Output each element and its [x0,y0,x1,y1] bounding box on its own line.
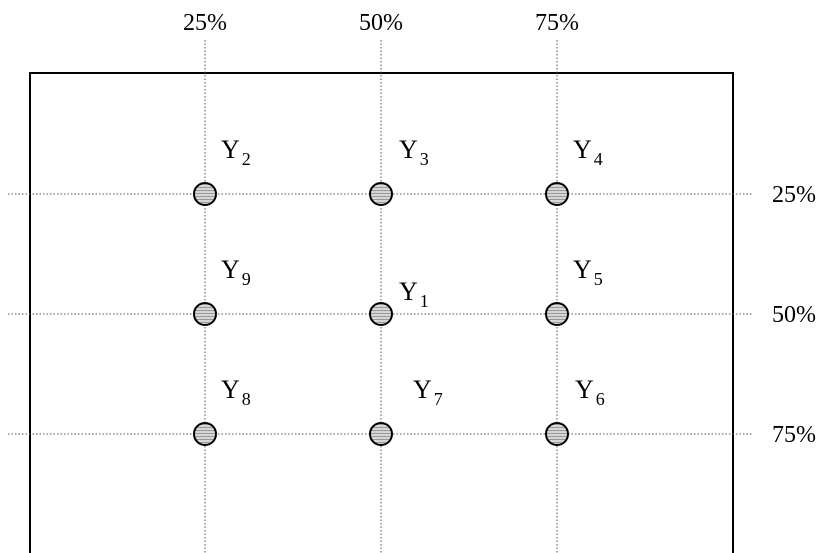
top-label-75: 75% [535,10,579,36]
point-marker-y5 [545,302,569,326]
point-label-letter: Y [575,375,594,404]
top-label-25: 25% [183,10,227,36]
right-label-75: 75% [772,422,816,448]
point-label-letter: Y [573,135,592,164]
point-label-subscript: 1 [420,291,429,311]
point-label-subscript: 3 [420,149,429,169]
point-label-letter: Y [221,255,240,284]
point-marker-y7 [369,422,393,446]
point-label-subscript: 8 [242,389,251,409]
point-label-subscript: 7 [434,389,443,409]
point-label-letter: Y [221,375,240,404]
point-label-letter: Y [413,375,432,404]
point-label-letter: Y [399,135,418,164]
point-label-letter: Y [221,135,240,164]
right-label-50: 50% [772,302,816,328]
top-label-50: 50% [359,10,403,36]
point-marker-y2 [193,182,217,206]
point-marker-y1 [369,302,393,326]
point-label-subscript: 5 [594,269,603,289]
point-marker-y3 [369,182,393,206]
point-marker-y6 [545,422,569,446]
sample-points: Y 2 Y 3 Y 4Y 9 Y 1Y 5Y 8 Y 7 Y 6 [193,135,605,446]
point-label-subscript: 6 [596,389,605,409]
point-label-subscript: 9 [242,269,251,289]
point-label-letter: Y [399,277,418,306]
right-label-25: 25% [772,182,816,208]
point-label-subscript: 2 [242,149,251,169]
point-label-subscript: 4 [594,149,603,169]
point-marker-y9 [193,302,217,326]
point-marker-y8 [193,422,217,446]
point-marker-y4 [545,182,569,206]
point-label-letter: Y [573,255,592,284]
